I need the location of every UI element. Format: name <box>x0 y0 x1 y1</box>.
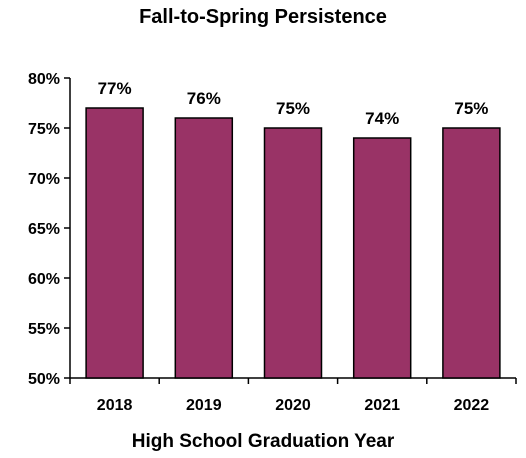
y-tick-label: 50% <box>28 371 60 388</box>
bars <box>86 108 500 378</box>
bar <box>354 138 411 378</box>
bar <box>175 118 232 378</box>
x-tick-label: 2018 <box>97 397 133 414</box>
data-label: 75% <box>276 99 310 118</box>
y-tick-label: 75% <box>28 121 60 138</box>
bar <box>443 128 500 378</box>
data-label: 74% <box>365 109 399 128</box>
y-tick-label: 65% <box>28 221 60 238</box>
data-label: 75% <box>454 99 488 118</box>
x-tick-label: 2021 <box>364 397 400 414</box>
bar <box>265 128 322 378</box>
x-tick-label: 2019 <box>186 397 222 414</box>
y-tick-label: 80% <box>28 71 60 88</box>
y-tick-label: 70% <box>28 171 60 188</box>
data-label: 77% <box>98 79 132 98</box>
x-tick-label: 2020 <box>275 397 311 414</box>
y-tick-label: 60% <box>28 271 60 288</box>
bar <box>86 108 143 378</box>
data-label: 76% <box>187 89 221 108</box>
y-tick-label: 55% <box>28 321 60 338</box>
data-labels: 77% 76% 75% 74% 75% <box>98 79 489 128</box>
y-axis: 50% 55% 60% 65% 70% 75% 80% <box>28 71 70 388</box>
x-axis-title: High School Graduation Year <box>0 431 526 453</box>
x-tick-label: 2022 <box>454 397 490 414</box>
x-axis: 2018 2019 2020 2021 2022 <box>70 378 516 414</box>
